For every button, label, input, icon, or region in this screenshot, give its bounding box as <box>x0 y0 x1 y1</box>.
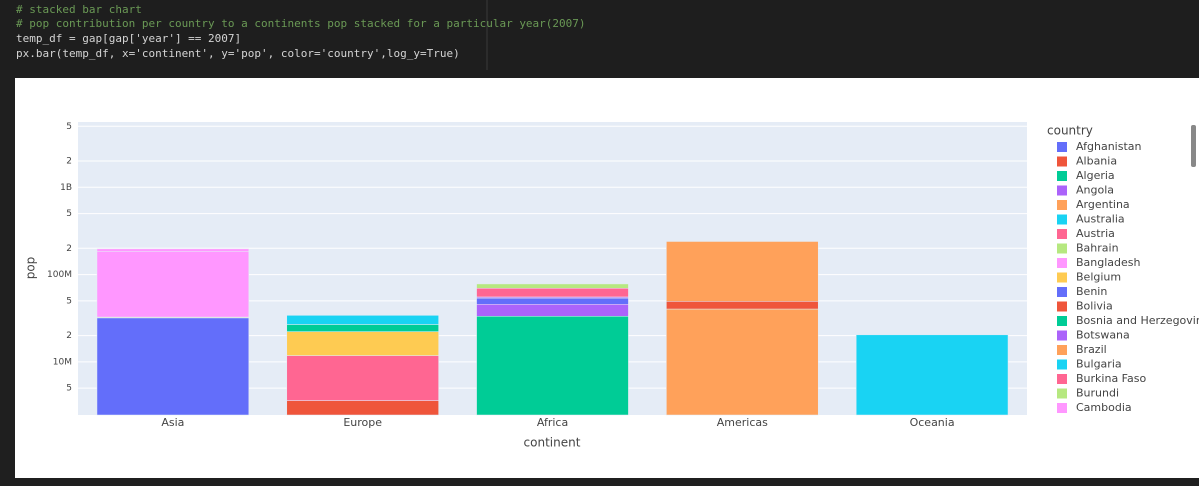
legend-swatch <box>1057 214 1067 225</box>
legend-label: Afghanistan <box>1076 140 1142 153</box>
legend-swatch <box>1057 359 1067 370</box>
bar-segment <box>286 331 439 356</box>
bar-segment <box>96 251 250 318</box>
legend-swatch <box>1057 403 1067 413</box>
y-tick-label: 2 <box>66 331 72 341</box>
legend-label: Argentina <box>1076 198 1130 211</box>
legend-label: Bahrain <box>1076 242 1119 255</box>
scrollbar[interactable] <box>1191 125 1196 167</box>
bar-segment <box>96 248 250 252</box>
code-cell[interactable] <box>0 0 1199 70</box>
code-line: px.bar(temp_df, x='continent', y='pop', … <box>16 47 460 60</box>
legend-label: Bolivia <box>1076 300 1113 313</box>
code-line: # pop contribution per country to a cont… <box>16 17 586 30</box>
bar-segment <box>286 315 439 325</box>
x-tick-label: Americas <box>717 416 768 429</box>
bar-segment <box>666 241 819 302</box>
x-tick-label: Oceania <box>910 416 955 429</box>
x-tick-label: Europe <box>343 416 382 429</box>
legend-label: Benin <box>1076 285 1107 298</box>
y-tick-label: 100M <box>47 270 72 280</box>
y-tick-label: 2 <box>66 244 72 254</box>
legend-label: Albania <box>1076 155 1117 168</box>
legend-swatch <box>1057 330 1067 341</box>
legend-label: Burundi <box>1076 387 1119 400</box>
bar-segment <box>666 308 819 416</box>
bar-segment <box>476 315 629 416</box>
legend-swatch <box>1057 171 1067 181</box>
bar-segment <box>476 288 629 298</box>
legend-swatch <box>1057 301 1067 312</box>
legend-label: Australia <box>1076 213 1125 226</box>
y-tick-label: 1B <box>60 183 72 193</box>
code-line: # stacked bar chart <box>16 3 142 16</box>
legend-swatch <box>1057 287 1067 297</box>
legend-swatch <box>1057 200 1067 210</box>
legend-label: Belgium <box>1076 271 1121 284</box>
bar-segment <box>476 297 629 305</box>
x-tick-label: Asia <box>161 416 184 429</box>
y-tick-label: 2 <box>66 157 72 167</box>
legend-swatch <box>1057 258 1067 268</box>
legend-swatch <box>1057 388 1067 399</box>
bar-segment <box>96 317 250 416</box>
y-tick-label: 5 <box>66 384 72 394</box>
legend-label: Bulgaria <box>1076 358 1122 371</box>
legend-label: Bangladesh <box>1076 256 1141 269</box>
legend-swatch <box>1057 272 1067 283</box>
legend-title: country <box>1047 124 1093 138</box>
legend-swatch <box>1057 156 1067 167</box>
legend-label: Bosnia and Herzegovina <box>1076 314 1199 327</box>
bar-segment <box>855 334 1009 416</box>
bar-segment <box>286 355 439 401</box>
y-tick-label: 5 <box>66 209 72 219</box>
bar-segment <box>286 400 439 416</box>
legend-swatch <box>1057 243 1067 254</box>
legend-swatch <box>1057 229 1067 239</box>
legend-label: Burkina Faso <box>1076 372 1146 385</box>
code-line: temp_df = gap[gap['year'] == 2007] <box>16 32 241 45</box>
legend-label: Brazil <box>1076 343 1107 356</box>
legend-swatch <box>1057 374 1067 384</box>
legend-label: Botswana <box>1076 329 1130 342</box>
y-axis-title: pop <box>24 257 38 280</box>
y-tick-label: 10M <box>53 357 72 367</box>
legend-swatch <box>1057 185 1067 196</box>
y-tick-label: 5 <box>66 122 72 132</box>
bar-segment <box>476 304 629 317</box>
y-tick-label: 5 <box>66 296 72 306</box>
x-axis-title: continent <box>524 436 581 450</box>
bar-segment <box>286 324 439 332</box>
x-tick-label: Africa <box>537 416 568 429</box>
legend-swatch <box>1057 345 1067 355</box>
bar-segment <box>666 301 819 310</box>
legend-label: Cambodia <box>1076 401 1132 414</box>
bar-segment <box>476 283 629 289</box>
legend-swatch <box>1057 316 1067 326</box>
legend-label: Austria <box>1076 227 1115 240</box>
legend-swatch <box>1057 142 1067 152</box>
legend-label: Angola <box>1076 184 1114 197</box>
legend-label: Algeria <box>1076 169 1115 182</box>
